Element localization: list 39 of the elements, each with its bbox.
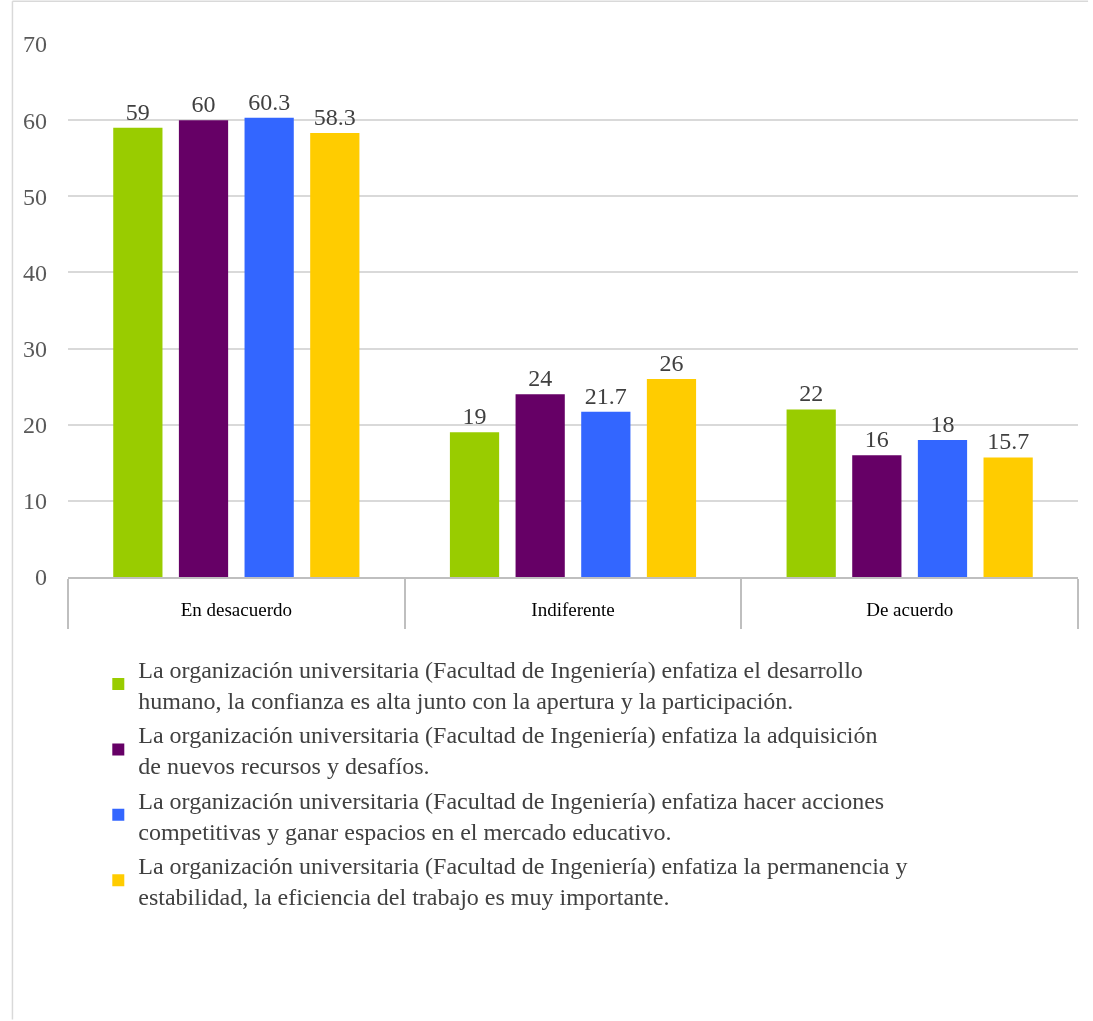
bar	[917, 439, 968, 577]
data-label: 18	[930, 410, 955, 437]
bar	[983, 457, 1033, 577]
data-label: 58.3	[313, 104, 356, 131]
legend-label: La organización universitaria (Facultad de Ingeniería) enfatiza hacer acciones competitivas y ganar espacios en el mercado educativo.	[138, 787, 885, 845]
bar	[646, 379, 697, 577]
bar	[852, 455, 902, 577]
data-label: 24	[528, 365, 553, 392]
x-tick-label: De acuerdo	[866, 598, 954, 620]
y-tick-label: 50	[23, 183, 47, 210]
bar	[449, 432, 500, 577]
bar	[178, 120, 229, 577]
y-tick-label: 60	[23, 107, 47, 134]
bar	[113, 127, 163, 577]
data-label: 16	[864, 426, 889, 453]
y-tick-label: 40	[23, 259, 47, 286]
legend-label: La organización universitaria (Facultad de Ingeniería) enfatiza la permanencia y estabilidad, la eficiencia del trabajo es muy importante.	[138, 852, 908, 911]
y-tick-label: 10	[23, 488, 47, 515]
data-label: 60	[191, 91, 216, 118]
bar	[515, 394, 565, 577]
data-label: 19	[462, 403, 487, 430]
data-label: 26	[659, 350, 684, 377]
data-label: 21.7	[584, 382, 627, 409]
y-tick-label: 0	[35, 564, 47, 591]
bar	[244, 117, 294, 577]
bar	[310, 133, 360, 577]
x-tick-label: En desacuerdo	[180, 598, 292, 620]
x-tick-label: Indiferente	[531, 598, 615, 620]
y-tick-label: 70	[23, 31, 47, 58]
data-label: 22	[799, 380, 824, 407]
legend-label: La organización universitaria (Facultad de Ingeniería) enfatiza el desarrollo humano, la confianza es alta junto con la apertura y la participación.	[138, 656, 863, 714]
bar	[786, 409, 836, 577]
legend-label: La organización universitaria (Facultad de Ingeniería) enfatiza la adquisición de nuevos recursos y desafíos.	[138, 722, 878, 780]
y-tick-label: 20	[23, 412, 47, 439]
y-tick-label: 30	[23, 335, 47, 362]
data-label: 15.7	[987, 428, 1030, 455]
bar	[581, 411, 631, 577]
data-label: 60.3	[248, 88, 291, 115]
data-label: 59	[125, 98, 150, 125]
